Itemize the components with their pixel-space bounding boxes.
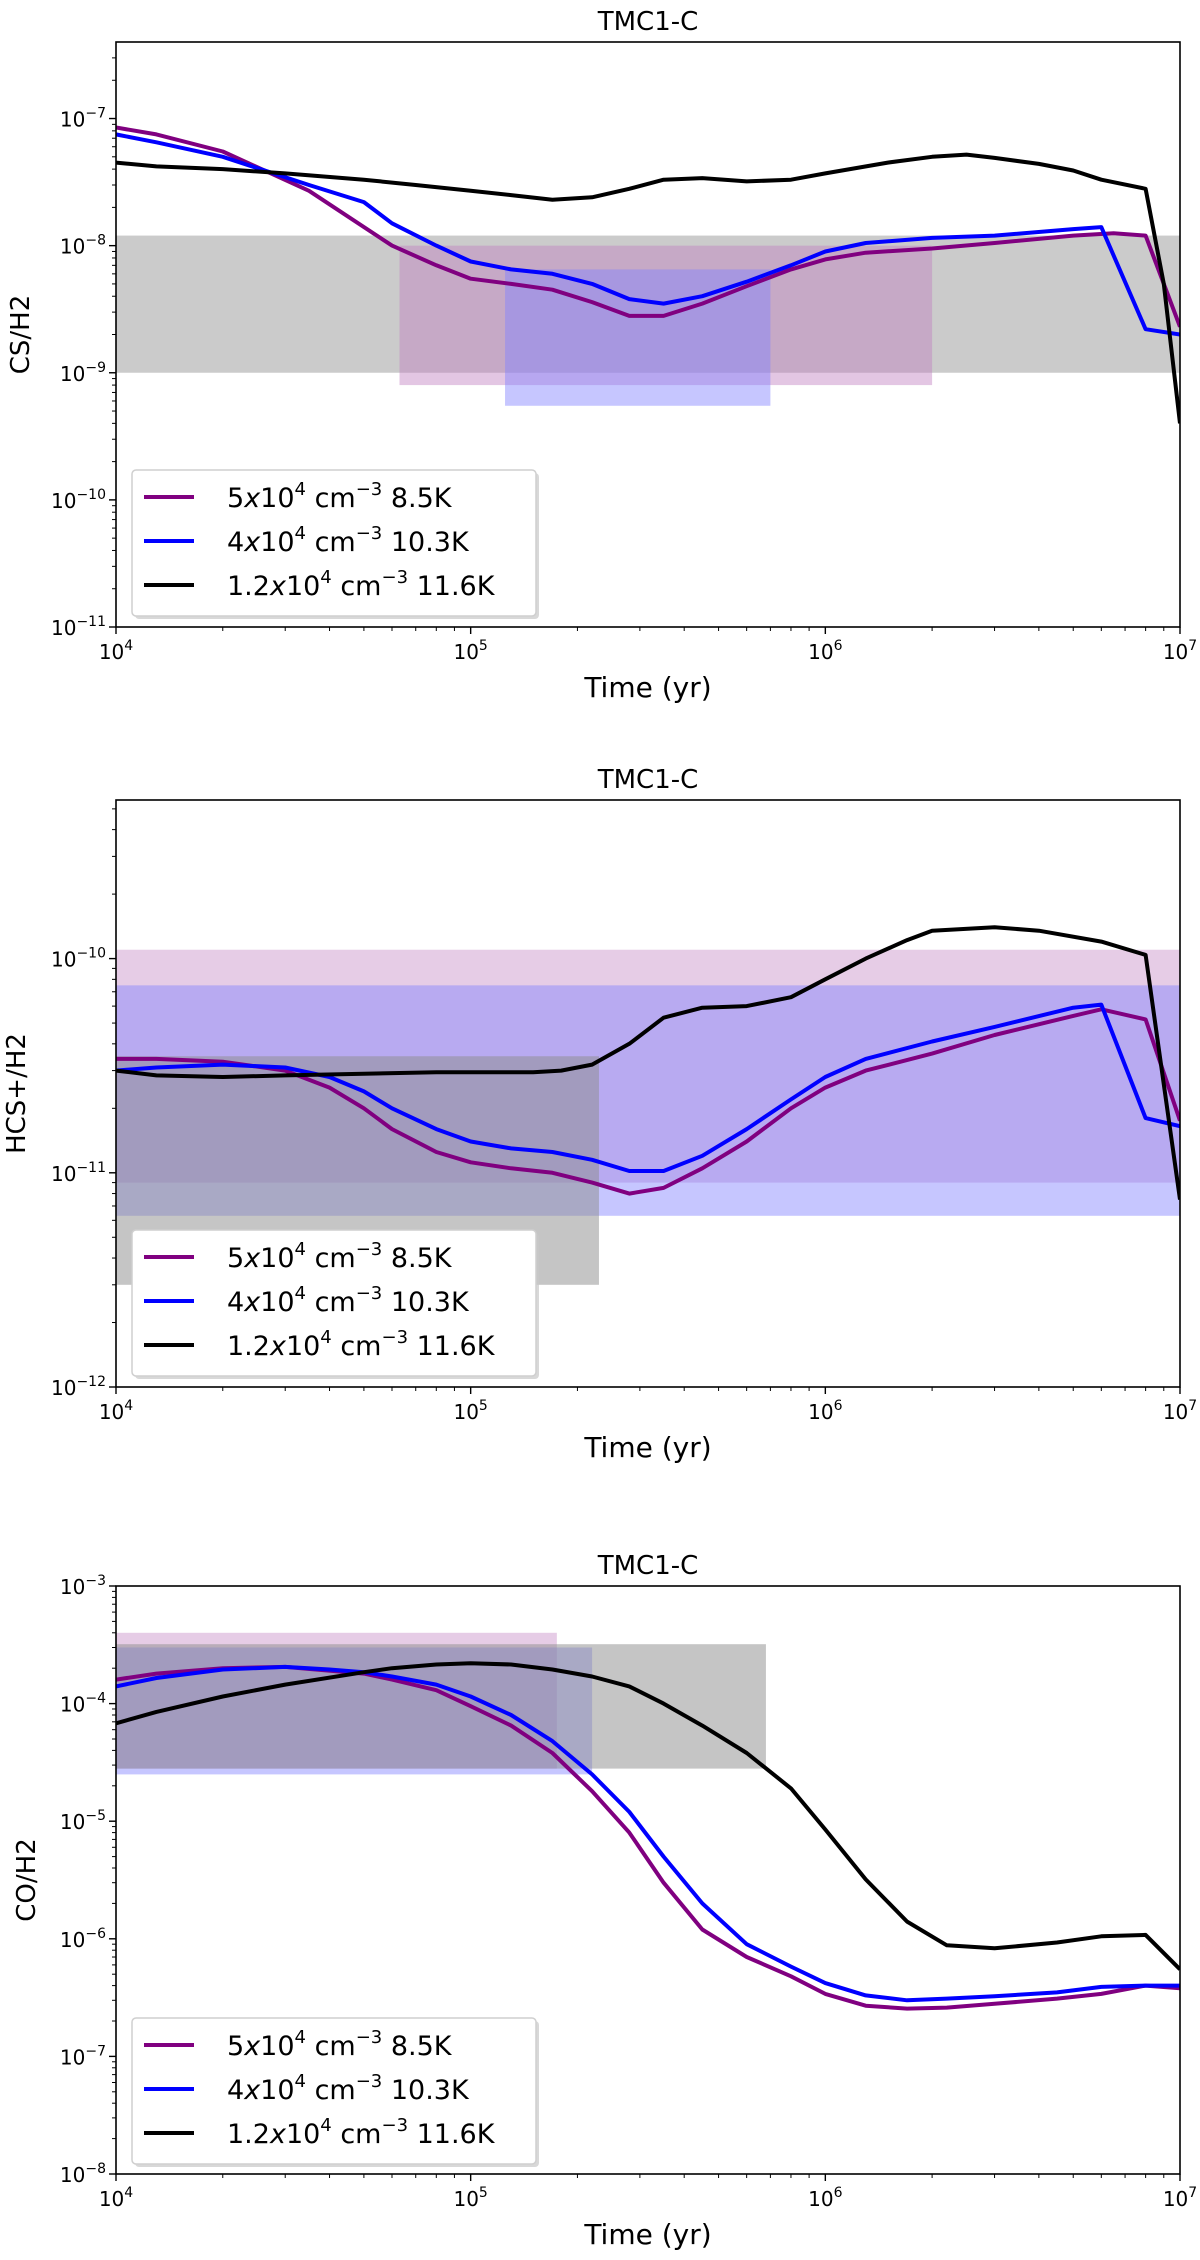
x-tick-label: 104 [99, 638, 133, 664]
series-lines [116, 125, 1180, 424]
series-lines [116, 925, 1180, 1200]
plot-title: TMC1-C [597, 765, 699, 795]
series-lines [116, 1661, 1180, 2011]
plot-2: TMC1-C 104 105 106 107 10−12 10−11 10−10 Time (y… [2, 765, 1197, 1464]
legend: 5x104 cm−3 8.5K 4x104 cm−3 10.3K 1.2x104 c… [131, 469, 539, 619]
axes-frame [115, 799, 1181, 1388]
legend-label-purple: 5x104 cm−3 8.5K [227, 2027, 453, 2062]
x-tick-label: 106 [808, 1398, 842, 1424]
y-tick-label: 10−9 [60, 360, 106, 386]
legend-label-black: 1.2x104 cm−3 11.6K [227, 1327, 496, 1362]
series-line-2 [116, 1664, 1180, 2003]
y-tick-label: 10−12 [51, 1374, 106, 1400]
x-axis-label: Time (yr) [583, 671, 711, 704]
series-line-3 [116, 152, 1180, 424]
legend-label-purple: 5x104 cm−3 8.5K [227, 479, 453, 514]
bands [116, 235, 1180, 406]
x-tick-label: 106 [808, 638, 842, 664]
y-tick-label: 10−7 [60, 106, 106, 132]
x-tick-label: 107 [1163, 638, 1197, 664]
y-tick-label: 10−8 [60, 2161, 106, 2187]
plot-1: TMC1-C 104 105 106 107 10−11 10−10 10−9 10−8 10−7… [6, 7, 1197, 704]
y-axis-label: CO/H2 [12, 1838, 42, 1921]
x-tick-label: 105 [453, 2185, 487, 2211]
legend-label-black: 1.2x104 cm−3 11.6K [227, 2115, 496, 2150]
legend: 5x104 cm−3 8.5K 4x104 cm−3 10.3K 1.2x104 c… [131, 2017, 539, 2167]
x-tick-label: 105 [453, 1398, 487, 1424]
x-axis-label: Time (yr) [583, 2218, 711, 2251]
x-axis-label: Time (yr) [583, 1431, 711, 1464]
legend-box [131, 2017, 537, 2165]
legend-label-blue: 4x104 cm−3 10.3K [227, 523, 470, 558]
y-tick-label: 10−6 [60, 1926, 106, 1952]
observation-band-1 [116, 235, 1180, 373]
plot-3: TMC1-C 104 105 106 107 10−8 10−7 10−6 10−5 10−4 10… [12, 1551, 1197, 2251]
x-tick-label: 107 [1163, 1398, 1197, 1424]
y-tick-label: 10−10 [51, 487, 106, 513]
legend: 5x104 cm−3 8.5K 4x104 cm−3 10.3K 1.2x104 c… [131, 1229, 539, 1379]
legend-box [131, 469, 537, 617]
axes-frame [115, 1585, 1181, 2175]
y-tick-label: 10−7 [60, 2043, 106, 2069]
plot-title: TMC1-C [597, 7, 699, 37]
bands [116, 1632, 766, 1775]
x-tick-label: 107 [1163, 2185, 1197, 2211]
series-line-1 [116, 1007, 1180, 1196]
series-line-2 [116, 1002, 1180, 1173]
y-tick-label: 10−8 [60, 233, 106, 259]
y-tick-label: 10−11 [51, 1160, 106, 1186]
x-tick-label: 105 [453, 638, 487, 664]
series-line-2 [116, 132, 1180, 337]
legend-label-purple: 5x104 cm−3 8.5K [227, 1239, 453, 1274]
legend-label-blue: 4x104 cm−3 10.3K [227, 2071, 470, 2106]
series-line-1 [116, 125, 1180, 328]
y-tick-label: 10−4 [60, 1691, 106, 1717]
plot-title: TMC1-C [597, 1551, 699, 1581]
legend-label-blue: 4x104 cm−3 10.3K [227, 1283, 470, 1318]
series-line-3 [116, 925, 1180, 1200]
x-tick-label: 104 [99, 1398, 133, 1424]
x-tick-label: 104 [99, 2185, 133, 2211]
legend-box [131, 1229, 537, 1377]
x-tick-label: 106 [808, 2185, 842, 2211]
y-tick-label: 10−5 [60, 1808, 106, 1834]
y-axis-label: CS/H2 [6, 295, 36, 375]
y-tick-label: 10−3 [60, 1573, 106, 1599]
legend-label-black: 1.2x104 cm−3 11.6K [227, 567, 496, 602]
series-line-3 [116, 1661, 1180, 1971]
y-tick-label: 10−10 [51, 946, 106, 972]
y-tick-label: 10−11 [51, 614, 106, 640]
y-axis-label: HCS+/H2 [2, 1033, 32, 1154]
